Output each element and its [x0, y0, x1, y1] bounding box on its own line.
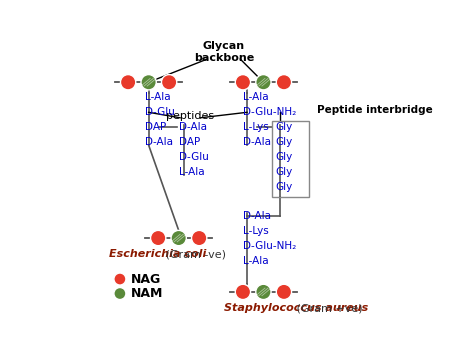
Text: L-Ala: L-Ala	[179, 168, 204, 178]
Bar	[272, 120, 309, 197]
Text: peptides: peptides	[165, 111, 214, 121]
Text: NAG: NAG	[131, 273, 161, 285]
Text: NAM: NAM	[131, 287, 163, 300]
Text: D-Glu-NH₂: D-Glu-NH₂	[243, 241, 296, 251]
Circle shape	[114, 273, 126, 285]
Circle shape	[276, 284, 292, 300]
Text: Peptide interbridge: Peptide interbridge	[317, 105, 432, 115]
Text: L-Ala: L-Ala	[243, 256, 269, 266]
Circle shape	[141, 75, 156, 90]
Text: (Gram -ve): (Gram -ve)	[162, 250, 226, 260]
Text: DAP: DAP	[145, 122, 166, 132]
Circle shape	[276, 75, 292, 90]
Text: D-Ala: D-Ala	[179, 122, 207, 132]
Text: L-Ala: L-Ala	[145, 92, 170, 102]
Circle shape	[120, 75, 136, 90]
Text: Gly: Gly	[275, 168, 292, 178]
Text: Glycan
backbone: Glycan backbone	[194, 42, 254, 63]
Text: D-Glu: D-Glu	[179, 152, 209, 162]
Text: L-Lys: L-Lys	[243, 226, 269, 236]
Circle shape	[151, 230, 166, 246]
Text: Gly: Gly	[275, 152, 292, 162]
Text: D-Glu: D-Glu	[145, 107, 174, 117]
Text: L-Ala: L-Ala	[243, 92, 269, 102]
Text: Gly: Gly	[275, 122, 292, 132]
Text: D-Ala: D-Ala	[243, 211, 271, 221]
Text: DAP: DAP	[179, 137, 200, 147]
Circle shape	[171, 230, 186, 246]
Circle shape	[162, 75, 177, 90]
Circle shape	[235, 284, 251, 300]
Text: Staphylococcus aureus: Staphylococcus aureus	[224, 303, 368, 313]
Text: D-Ala: D-Ala	[243, 137, 271, 147]
Text: D-Ala: D-Ala	[145, 137, 173, 147]
Text: L-Lys: L-Lys	[243, 122, 269, 132]
Text: (Gram +ve): (Gram +ve)	[293, 303, 363, 313]
Circle shape	[235, 75, 251, 90]
Text: Gly: Gly	[275, 182, 292, 192]
Text: D-Glu-NH₂: D-Glu-NH₂	[243, 107, 296, 117]
Circle shape	[256, 284, 271, 300]
Text: Gly: Gly	[275, 137, 292, 147]
Circle shape	[114, 288, 126, 300]
Circle shape	[191, 230, 207, 246]
Text: Escherichia coli: Escherichia coli	[109, 250, 206, 260]
Circle shape	[256, 75, 271, 90]
